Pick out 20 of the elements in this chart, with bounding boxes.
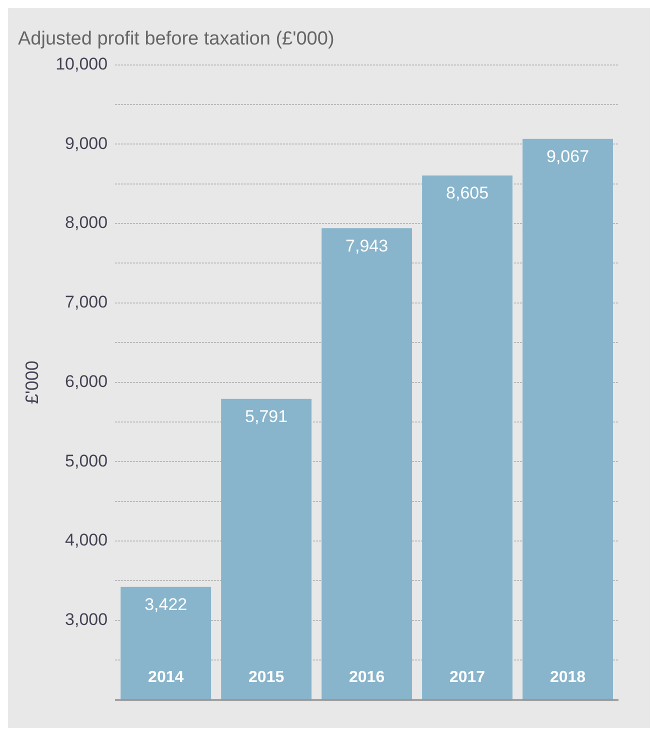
- x-tick-label: 2014: [148, 668, 184, 686]
- data-label: 9,067: [546, 147, 590, 166]
- y-tick-label: 9,000: [65, 134, 108, 153]
- x-tick-label: 2015: [248, 668, 284, 686]
- y-tick-label: 8,000: [65, 213, 108, 232]
- x-tick-label: 2017: [449, 668, 486, 686]
- y-tick-label: 6,000: [65, 372, 108, 391]
- y-tick-label: 3,000: [65, 610, 108, 630]
- x-tick-label: 2018: [550, 668, 586, 686]
- y-axis-title: £'000: [22, 360, 42, 404]
- chart-title: Adjusted profit before taxation (£'000): [18, 28, 334, 50]
- y-tick-label: 7,000: [65, 292, 108, 312]
- y-tick-label: 5,000: [65, 451, 108, 470]
- x-tick-label: 2016: [349, 668, 385, 686]
- y-tick-label: 4,000: [65, 530, 108, 550]
- y-tick-label: 10,000: [56, 54, 108, 74]
- data-label: 3,422: [144, 595, 188, 614]
- data-label: 7,943: [346, 236, 388, 256]
- data-label: 5,791: [245, 407, 288, 426]
- data-label: 8,605: [446, 184, 489, 203]
